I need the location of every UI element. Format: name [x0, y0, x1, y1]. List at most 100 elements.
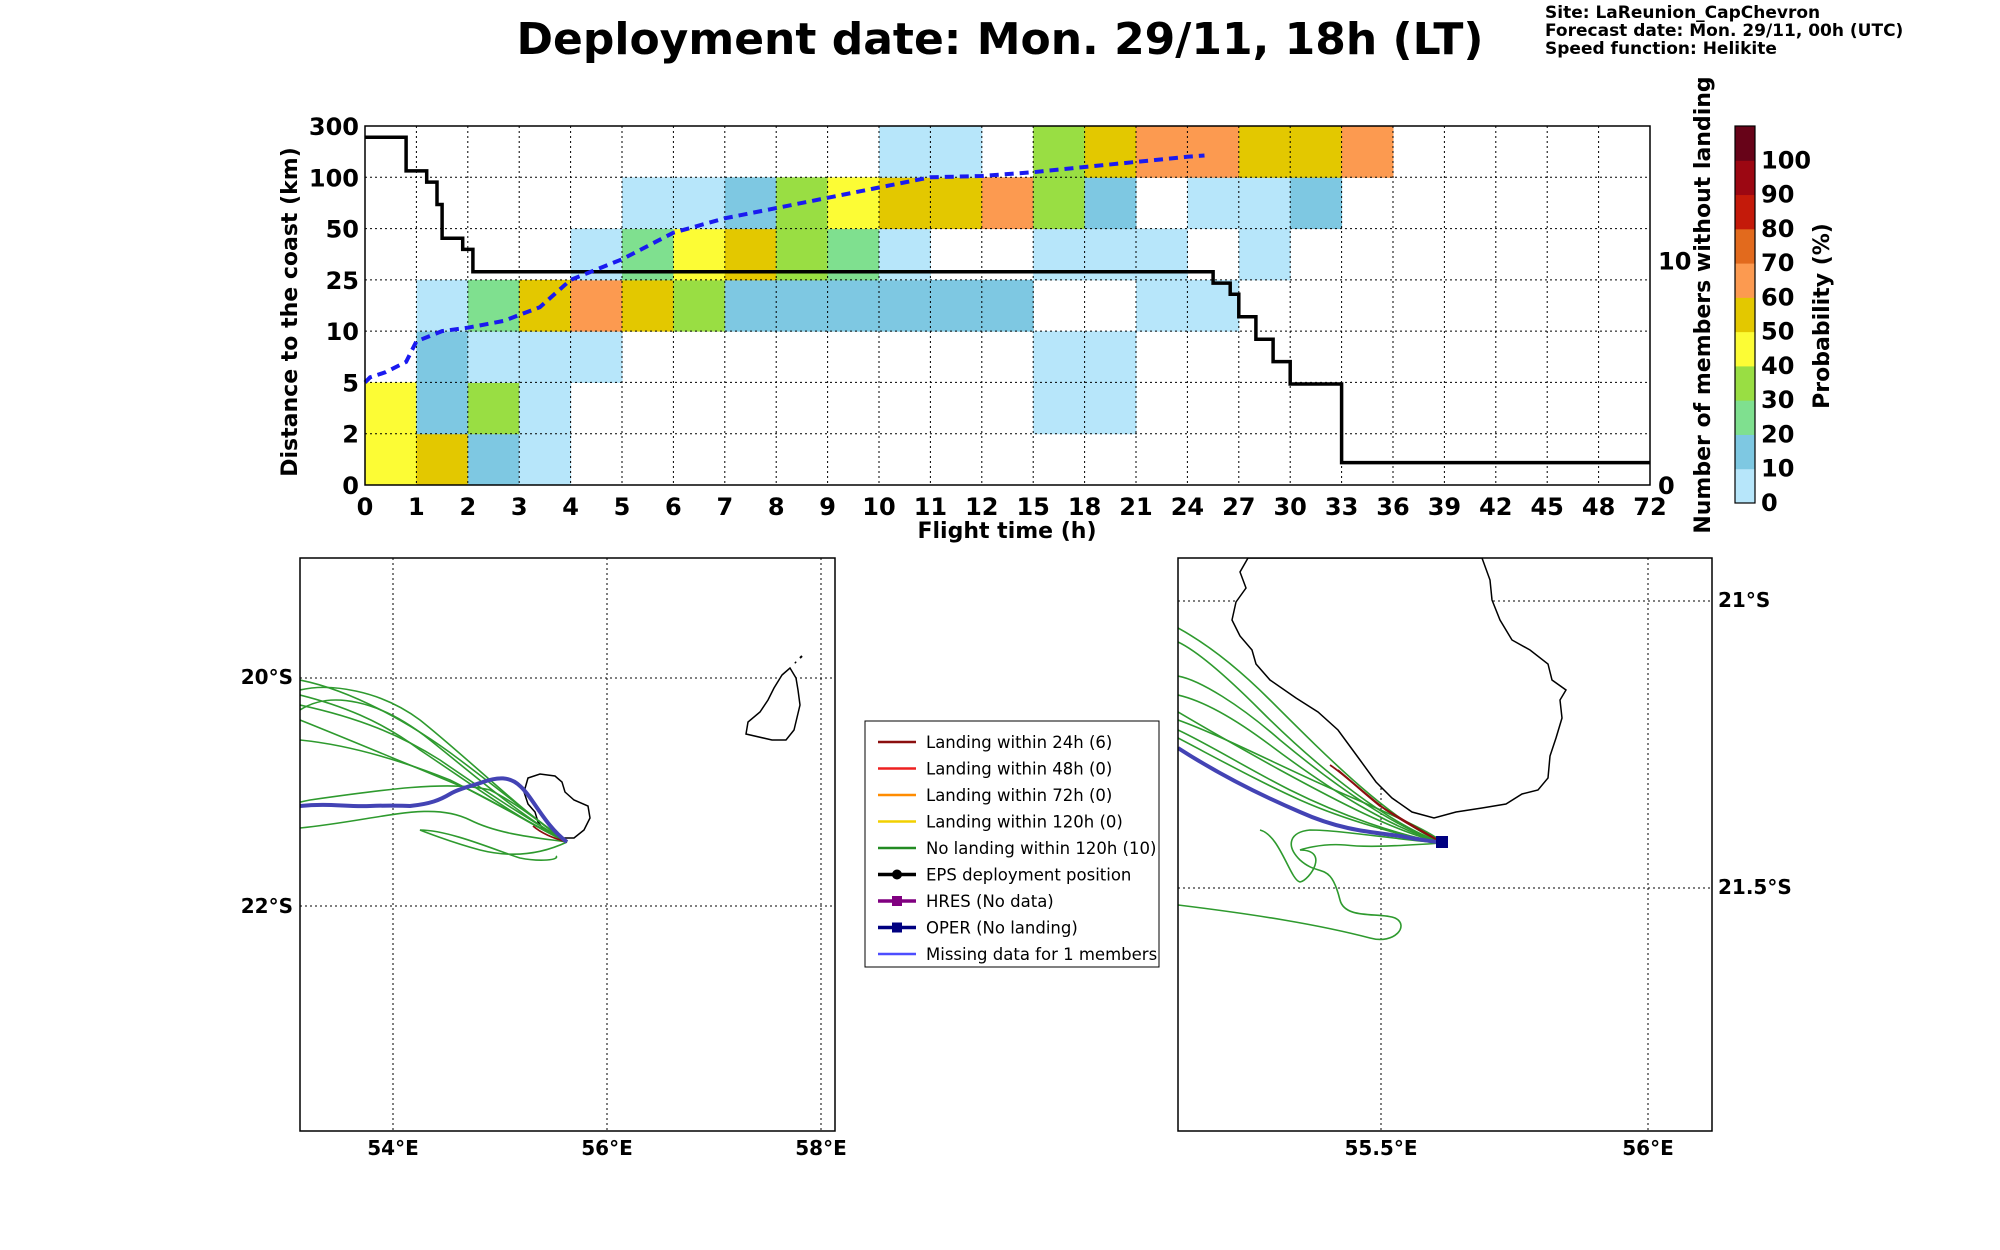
heatmap-cell: [622, 177, 674, 230]
colorbar-segment: [1735, 468, 1755, 504]
legend-label: Missing data for 1 members: [926, 945, 1157, 964]
heatmap-grid: [365, 126, 1650, 485]
heatmap-cell: [1033, 126, 1086, 178]
oper-trajectory: [300, 776, 569, 844]
legend-label: Landing within 120h (0): [926, 813, 1123, 832]
heatmap-cell: [1033, 331, 1086, 383]
heatmap-cell: [570, 279, 623, 332]
heatmap-cell: [827, 177, 880, 230]
chart-title: Deployment date: Mon. 29/11, 18h (LT): [516, 14, 1484, 65]
heatmap-cell: [519, 382, 572, 435]
heatmap-cell: [673, 279, 726, 332]
heatmap-cell: [519, 433, 572, 486]
right-axis-label: Number of members without landing: [1691, 76, 1716, 533]
heatmap-cell: [1238, 126, 1291, 178]
colorbar-tick-label: 0: [1761, 489, 1778, 517]
heatmap-cell: [416, 382, 469, 435]
legend-marker: [892, 922, 902, 933]
map-right-xtick: 55.5°E: [1344, 1136, 1417, 1160]
heatmap-cell: [930, 177, 983, 230]
map-right-ytick: 21°S: [1718, 588, 1770, 612]
legend-label: OPER (No landing): [926, 919, 1078, 938]
x-tick-label: 12: [965, 493, 998, 521]
x-tick-label: 0: [357, 493, 374, 521]
map-left-ytick: 20°S: [241, 665, 293, 689]
heatmap-cell: [416, 279, 469, 332]
legend-label: EPS deployment position: [926, 866, 1131, 885]
mauritius-coastline: [745, 666, 801, 741]
heatmap-cell: [416, 433, 469, 486]
heatmap-cell: [1341, 126, 1394, 178]
heatmap-cell: [879, 279, 931, 332]
heatmap-cell: [1136, 279, 1188, 332]
islet: [794, 655, 803, 664]
heatmap-cell: [467, 279, 520, 332]
heatmap-cell: [467, 433, 520, 486]
forecast-date-label: Forecast date: Mon. 29/11, 00h (UTC): [1545, 21, 1904, 41]
heatmap-cell: [981, 279, 1034, 332]
colorbar-frame: [1734, 125, 1756, 504]
heatmap-cell: [365, 433, 417, 486]
heatmap-cell: [724, 279, 777, 332]
map-left-frame: [299, 557, 836, 1132]
legend-label: Landing within 72h (0): [926, 786, 1112, 805]
legend-label: Landing within 24h (6): [926, 733, 1112, 752]
heatmap-cell: [827, 279, 880, 332]
colorbar-tick-label: 60: [1761, 283, 1794, 311]
x-tick-label: 2: [459, 493, 476, 521]
map-left-xtick: 58°E: [795, 1136, 847, 1160]
map-left-xtick: 56°E: [581, 1136, 633, 1160]
heatmap-cell: [365, 382, 417, 435]
colorbar-label: Probability (%): [1810, 223, 1835, 409]
x-tick-label: 45: [1530, 493, 1563, 521]
colorbar-tick-label: 100: [1761, 146, 1811, 174]
heatmap-cell: [622, 279, 674, 332]
x-tick-label: 3: [511, 493, 528, 521]
heatmap-cell: [930, 279, 983, 332]
colorbar-segment: [1735, 297, 1755, 333]
heatmap-cell: [1084, 331, 1137, 383]
colorbar-tick-label: 30: [1761, 386, 1794, 414]
map-right-xtick: 56°E: [1622, 1136, 1674, 1160]
oper-trajectory: [1178, 746, 1444, 845]
y-axis-label: Distance to the coast (km): [278, 147, 303, 477]
heatmap-cell: [1290, 126, 1343, 178]
map-left-ytick: 22°S: [241, 894, 293, 918]
colorbar-tick-label: 50: [1761, 318, 1794, 346]
y-tick-label: 0: [342, 472, 359, 500]
reunion-coastline: [1231, 558, 1567, 819]
legend-label: No landing within 120h (10): [926, 839, 1156, 858]
colorbar-tick-label: 90: [1761, 181, 1794, 209]
map-right-ytick: 21.5°S: [1718, 875, 1792, 899]
x-tick-label: 6: [665, 493, 682, 521]
colorbar-tick-label: 20: [1761, 420, 1794, 448]
x-tick-label: 72: [1633, 493, 1666, 521]
legend-marker: [892, 869, 902, 880]
site-label: Site: LaReunion_CapChevron: [1545, 3, 1821, 23]
legend-label: HRES (No data): [926, 892, 1054, 911]
right-tick-labels: 0 10: [1658, 248, 1691, 500]
colorbar-segment: [1735, 400, 1755, 435]
y-tick-label: 2: [342, 421, 359, 449]
x-tick-label: 42: [1479, 493, 1512, 521]
heatmap-cell: [467, 382, 520, 435]
heatmap-cell: [1033, 382, 1086, 435]
x-tick-label: 48: [1582, 493, 1615, 521]
map-right: 55.5°E 56°E 21°S 21.5°S: [1177, 557, 1792, 1160]
legend-label: Landing within 48h (0): [926, 760, 1112, 779]
x-tick-label: 11: [914, 493, 947, 521]
heatmap-cell: [467, 331, 520, 383]
members-without-landing-line: [365, 135, 1650, 465]
legend: Landing within 24h (6) Landing within 48h…: [878, 733, 1157, 964]
x-tick-label: 36: [1376, 493, 1409, 521]
heatmap-cell: [1033, 177, 1086, 230]
x-tick-label: 4: [562, 493, 579, 521]
x-tick-label: 1: [408, 493, 425, 521]
speed-function-label: Speed function: Helikite: [1545, 39, 1777, 59]
x-tick-label: 27: [1222, 493, 1255, 521]
no-landing-trajectories: [300, 679, 568, 861]
y-tick-label: 50: [326, 216, 359, 244]
heatmap-cell: [930, 126, 983, 178]
heatmap-frame: [364, 125, 1651, 486]
